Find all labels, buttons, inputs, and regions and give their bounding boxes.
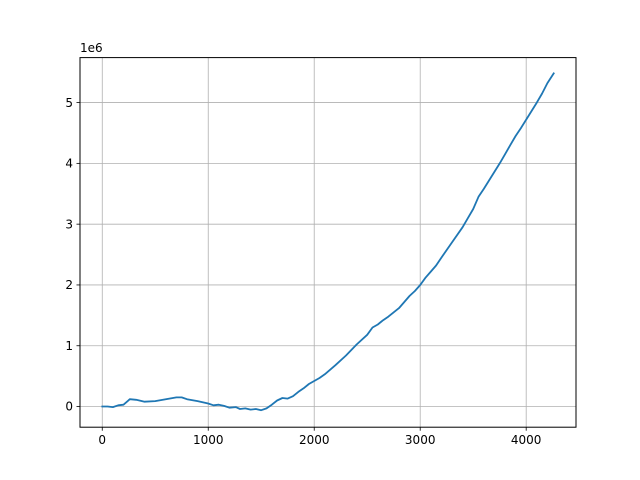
y-offset-label: 1e6 xyxy=(80,41,103,55)
x-tick-label: 3000 xyxy=(405,433,436,447)
plot-frame xyxy=(79,57,577,428)
x-axis: 0 1000 2000 3000 4000 xyxy=(98,427,541,447)
x-tick-label: 4000 xyxy=(511,433,542,447)
grid xyxy=(80,57,576,428)
x-tick-label: 0 xyxy=(98,433,106,447)
y-axis: 0 1 2 3 4 5 xyxy=(65,96,80,414)
x-tick-label: 1000 xyxy=(193,433,224,447)
series-lines xyxy=(101,72,555,412)
x-tick-label: 2000 xyxy=(299,433,330,447)
y-tick-label: 3 xyxy=(65,217,73,231)
y-tick-label: 5 xyxy=(65,96,73,110)
y-tick-label: 2 xyxy=(65,278,73,292)
series-line xyxy=(101,72,555,412)
y-tick-label: 4 xyxy=(65,157,73,171)
y-tick-label: 1 xyxy=(65,339,73,353)
y-tick-label: 0 xyxy=(65,400,73,414)
